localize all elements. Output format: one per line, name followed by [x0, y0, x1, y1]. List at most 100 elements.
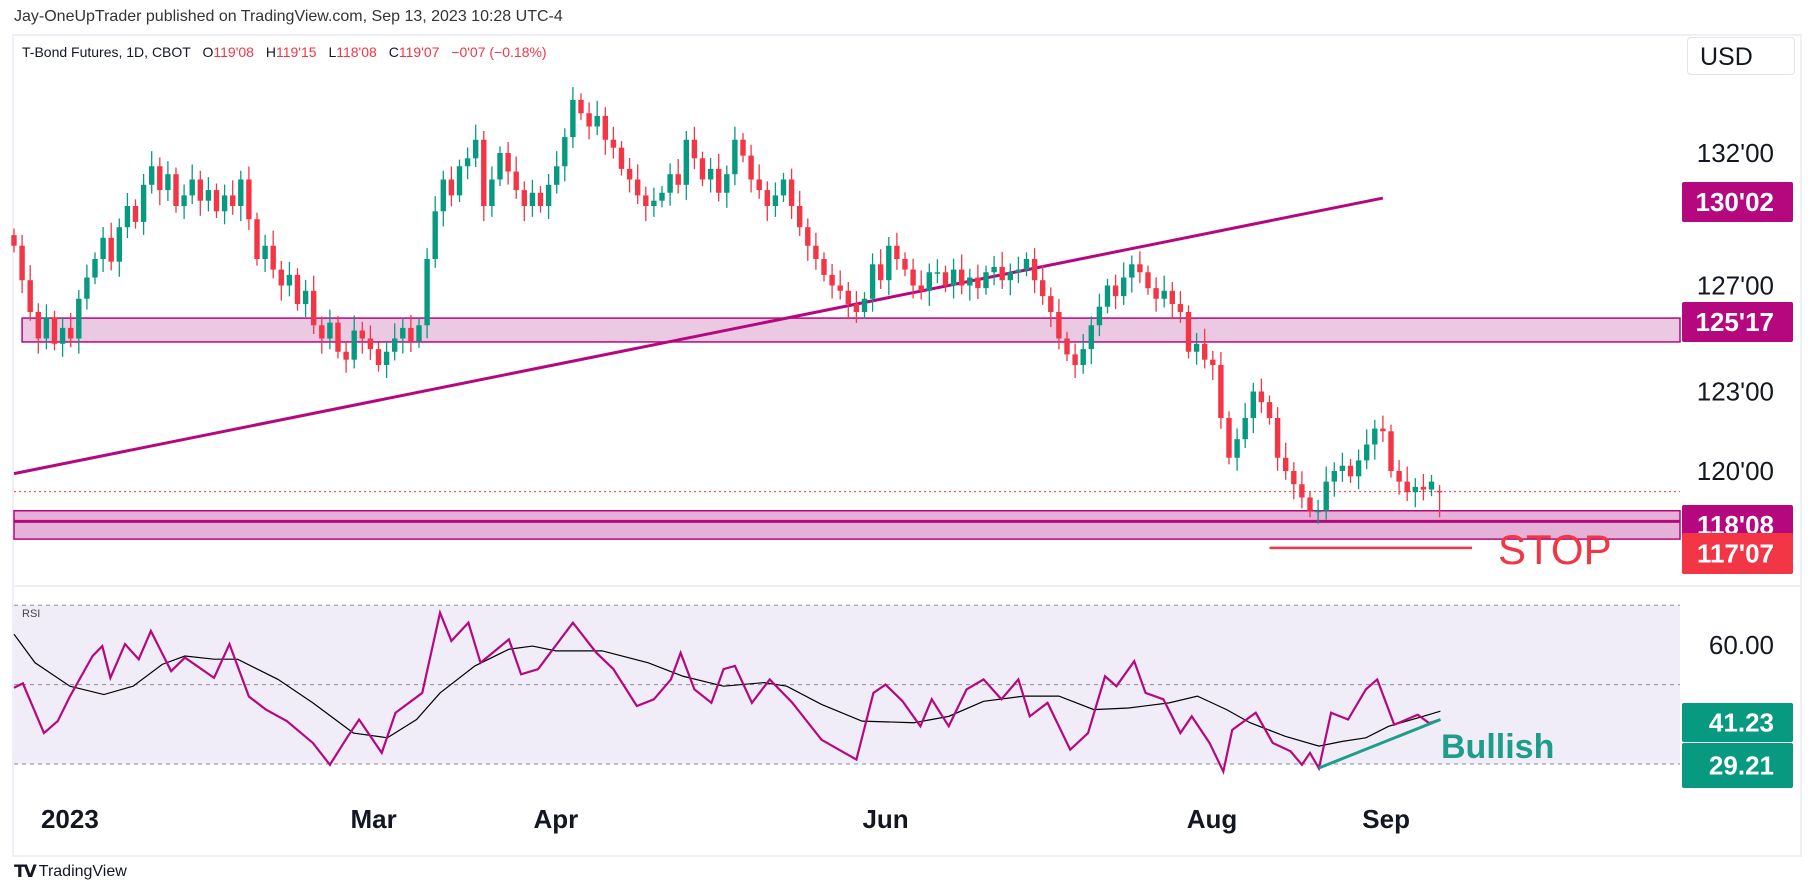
candle-body [805, 227, 811, 246]
candle-body [797, 206, 803, 228]
candle-body [343, 351, 349, 360]
candle [1331, 462, 1337, 497]
candle-body [1080, 349, 1086, 365]
candle-body [416, 325, 422, 342]
candle [894, 232, 900, 270]
candle [1404, 466, 1410, 501]
candle [829, 264, 835, 299]
close-value: 119'07 [398, 44, 440, 60]
candle-body [327, 322, 333, 339]
candle [230, 180, 236, 215]
candle-body [772, 195, 779, 206]
candle [805, 218, 811, 261]
candle-body [1193, 343, 1200, 352]
candle [821, 252, 827, 282]
candle-body [1323, 481, 1329, 511]
candle-body [537, 192, 544, 206]
candle [424, 248, 430, 339]
candle-body [302, 290, 309, 305]
candle [1412, 478, 1418, 508]
candle [651, 187, 657, 217]
candle-body [675, 174, 681, 185]
candle-body [181, 195, 187, 206]
candle [343, 340, 349, 373]
candle [999, 251, 1005, 289]
candle-body [335, 322, 341, 352]
candle [11, 228, 17, 253]
candle-body [230, 195, 236, 206]
candle-body [1031, 259, 1038, 281]
candle-body [1137, 264, 1143, 273]
candle-body [999, 266, 1005, 281]
candle [270, 230, 276, 279]
high-value: 119'15 [275, 44, 317, 60]
candle-body [1420, 486, 1427, 490]
candle-body [456, 166, 463, 196]
candle-body [1258, 391, 1265, 403]
candle [1242, 402, 1248, 448]
candle-body [1112, 285, 1119, 297]
candle [1185, 305, 1192, 359]
candle-body [1072, 354, 1078, 365]
candle-body [1145, 272, 1151, 289]
candle [505, 142, 511, 185]
change-value: −0'07 (−0.18%) [451, 44, 547, 60]
candle [173, 167, 179, 213]
candle [294, 268, 301, 311]
candle-body [1064, 338, 1070, 355]
candle-body [1339, 465, 1346, 471]
candle-body [262, 245, 268, 259]
candle [278, 260, 284, 301]
candle-body [392, 338, 398, 352]
rsi-ma-value-tag: 29.21 [1709, 751, 1774, 781]
candle [124, 193, 131, 239]
candle [1064, 331, 1070, 362]
candle [51, 310, 58, 351]
candle [659, 186, 665, 208]
candle-body [724, 174, 730, 193]
candle-body [238, 179, 244, 206]
candle [1428, 474, 1435, 497]
candle [699, 151, 706, 187]
currency-button[interactable]: USD [1687, 37, 1795, 75]
candle-body [1088, 325, 1094, 350]
candle [926, 263, 932, 306]
candle [869, 253, 876, 312]
candle [35, 303, 41, 354]
candle-body [400, 327, 406, 339]
tradingview-footer[interactable]: 𝗧𝗩 TradingView [14, 862, 127, 882]
candle-body [902, 259, 908, 270]
candle-body [651, 200, 657, 206]
candle [675, 159, 681, 194]
candle [983, 265, 989, 295]
candle-body [1185, 312, 1192, 352]
candle [456, 159, 463, 203]
candle [521, 181, 527, 222]
candle [165, 161, 171, 201]
time-axis-label: 2023 [41, 804, 99, 834]
candle-body [829, 274, 835, 286]
candle-body [157, 166, 163, 191]
candle-body [667, 174, 673, 193]
candle [1307, 490, 1313, 518]
candle-body [578, 100, 584, 114]
candle [392, 323, 398, 361]
candle-body [1266, 402, 1273, 418]
candle-body [1250, 391, 1256, 418]
candle-body [1169, 290, 1175, 305]
candle-body [934, 272, 941, 274]
candle-body [254, 219, 260, 259]
candle-body [383, 351, 390, 365]
candle [683, 131, 689, 200]
candle [1436, 485, 1443, 518]
candle-body [1242, 418, 1248, 440]
candle [440, 170, 446, 227]
candle [554, 151, 560, 194]
candle [1396, 460, 1402, 495]
candle [610, 126, 617, 159]
candle [1169, 282, 1175, 320]
candle [626, 158, 633, 193]
candle-body [513, 171, 519, 191]
price-axis-label: 127'00 [1697, 271, 1774, 301]
